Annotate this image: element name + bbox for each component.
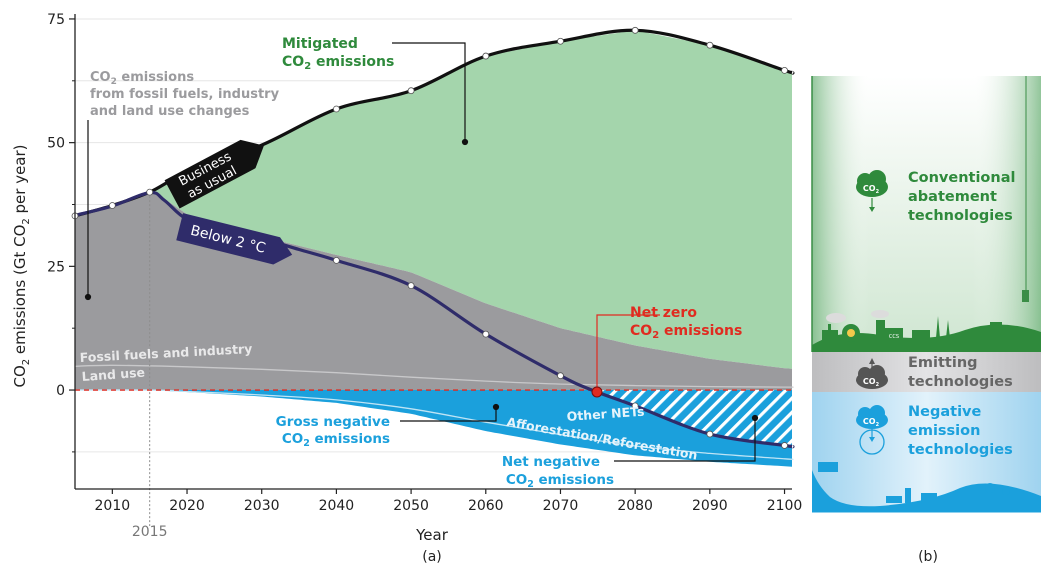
y-tick-label: 75 [47,12,65,28]
gross-negative-label-1: Gross negative [276,414,390,430]
net-zero-point [591,386,603,398]
bau-data-point [482,52,490,60]
land-use-line [74,364,794,388]
emitting-label-1: Emitting [908,355,978,371]
data-points [71,26,788,449]
abatement-background-gradient [812,76,1041,352]
conventional-label-2: abatement [908,189,997,205]
bau-data-point [108,202,116,209]
other-nets-hatched-area [591,390,792,447]
mitigated-leader-dot [461,138,469,146]
emitting-label-2: technologies [908,374,1013,390]
axes [69,14,792,494]
bau-data-point [631,26,639,34]
panel-label-b: (b) [918,549,938,565]
x-tick-label: 2060 [468,498,504,514]
bau-data-point [557,37,564,45]
mitigated-label-1: Mitigated [282,36,358,52]
svg-text:CCS: CCS [889,334,899,340]
bau-data-point [146,188,154,196]
crane-hook-icon [1022,290,1029,302]
y-tick-label: 25 [47,259,65,275]
chart-panel-a: 2010 2020 2030 2040 2050 2060 2070 2080 2090 2100… [11,12,802,565]
x-tick-label: 2010 [95,498,131,514]
net-negative-leader-dot [751,414,759,422]
bau-data-point [781,67,788,74]
svg-text:CO2: CO2 [863,417,880,428]
mitigated-emissions-area [75,30,792,369]
business-as-usual-tag-shape [164,139,264,209]
x-tick-label: 2020 [169,498,205,514]
co2-cloud-up-icon: CO2 [856,358,888,389]
negative-emission-silhouette-icon [812,462,1041,512]
x-tick-label: 2040 [319,498,355,514]
below-2c-data-point [781,442,788,449]
below-2c-data-point [706,430,714,438]
x-tick-label: 2100 [767,498,803,514]
conventional-label-3: technologies [908,208,1013,224]
year-2015-label: 2015 [132,524,168,540]
svg-text:CO2: CO2 [863,184,880,195]
negative-label-2: emission [908,423,980,439]
x-tick-label: 2080 [617,498,653,514]
below-2c-data-point [557,372,564,380]
tick-labels: 2010 2020 2030 2040 2050 2060 2070 2080 2090 2100… [47,12,802,540]
co2-sources-label-3: and land use changes [90,104,250,119]
x-axis-label: Year [415,526,449,544]
x-tick-label: 2090 [692,498,728,514]
co2-sources-leader-dot [84,293,92,301]
co2-cloud-down-icon: CO2 [856,170,888,212]
conventional-label-1: Conventional [908,170,1015,186]
co2-sources-label-2: from fossil fuels, industry [90,87,280,102]
y-axis-label: CO2 emissions (Gt CO2 per year) [11,144,32,387]
net-negative-leader [614,418,756,462]
svg-text:CO2: CO2 [863,377,880,388]
gross-negative-leader [400,407,497,422]
bau-data-point [333,105,340,113]
net-zero-leader [596,314,660,390]
x-tick-label: 2030 [244,498,280,514]
net-negative-label-1: Net negative [502,454,600,470]
below-2c-data-point [333,257,340,264]
other-nets-label: Other NETs [566,404,645,424]
diagram-panel-b: CCS CO2 [811,76,1041,565]
emitting-industry-silhouette-icon: CCS [812,310,1041,352]
co2-sources-label-1: CO2 emissions [90,70,194,87]
emitting-background [812,352,1041,392]
bau-data-point [706,41,714,49]
below-2c-tag-shape [176,213,293,265]
net-zero-label-2: CO2 emissions [630,323,742,341]
bau-data-point [407,87,415,95]
below-2c-data-point [407,282,415,290]
y-tick-label: 0 [56,383,65,399]
net-negative-label-2: CO2 emissions [506,472,614,490]
below-2c-line [74,190,795,449]
x-tick-label: 2050 [393,498,429,514]
co2-cloud-capture-icon: CO2 [856,405,888,455]
x-tick-label: 2070 [543,498,579,514]
mitigated-label-2: CO2 emissions [282,54,394,72]
land-use-label: Land use [81,365,145,384]
net-zero-label-1: Net zero [630,305,697,321]
gross-negative-emissions-area [75,390,792,467]
y-tick-label: 50 [47,136,65,152]
below-2c-data-point [631,402,639,410]
gross-negative-leader-dot [492,403,500,411]
negative-label-1: Negative [908,404,981,420]
below-2c-data-point [482,330,490,338]
gross-negative-label-2: CO2 emissions [282,431,390,449]
negative-label-3: technologies [908,442,1013,458]
afforestation-line [74,389,794,461]
annotation-leaders [84,42,759,462]
panel-label-a: (a) [422,549,442,565]
mitigated-leader [392,42,466,142]
